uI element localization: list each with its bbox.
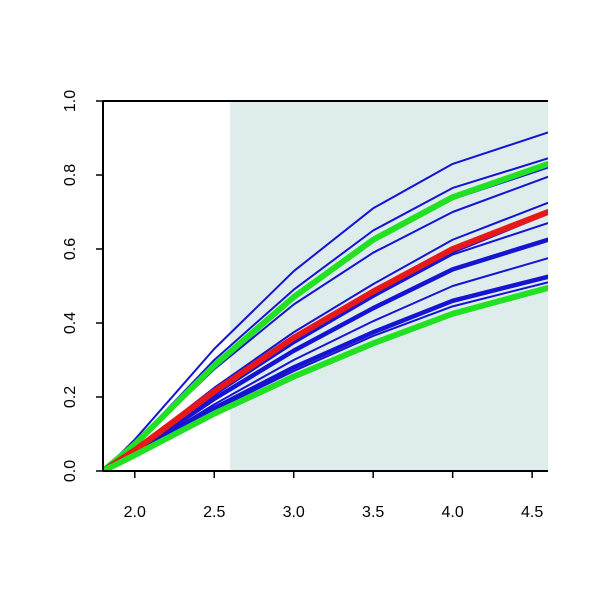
x-tick-label: 2.5 <box>203 504 225 521</box>
x-tick-label: 4.0 <box>442 504 464 521</box>
y-tick-label: 1.0 <box>62 90 79 112</box>
x-tick-label: 3.5 <box>362 504 384 521</box>
x-tick-label: 2.0 <box>124 504 146 521</box>
y-tick-label: 0.0 <box>62 460 79 482</box>
x-tick-label: 3.0 <box>283 504 305 521</box>
series-line-12 <box>103 160 548 471</box>
x-tick-label: 4.5 <box>521 504 543 521</box>
y-tick-label: 0.2 <box>62 386 79 408</box>
y-tick-label: 0.8 <box>62 164 79 186</box>
series-line-1 <box>103 131 548 471</box>
y-tick-label: 0.4 <box>62 312 79 334</box>
series-line-14 <box>103 284 548 471</box>
y-tick-label: 0.6 <box>62 238 79 260</box>
series-line-13 <box>103 209 548 471</box>
